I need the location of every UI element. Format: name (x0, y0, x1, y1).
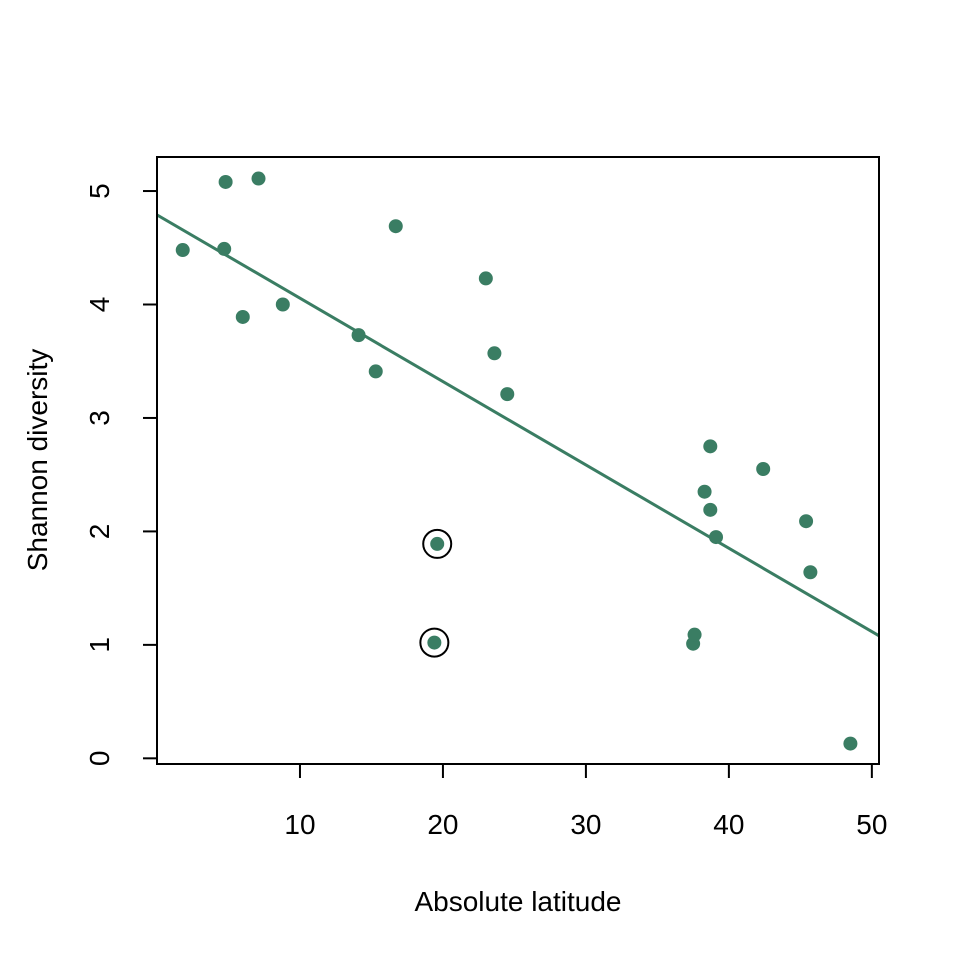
y-tick-label: 2 (84, 524, 115, 540)
y-tick-label: 1 (84, 637, 115, 653)
data-point (500, 387, 515, 402)
data-point (217, 241, 232, 256)
data-point (368, 364, 383, 379)
data-point (218, 174, 233, 189)
y-tick-label: 3 (84, 410, 115, 426)
data-point (175, 243, 190, 258)
x-tick-label: 20 (427, 809, 458, 840)
y-tick-label: 4 (84, 297, 115, 313)
highlight-ring (419, 627, 450, 658)
plot-frame (156, 156, 880, 765)
data-point (803, 565, 818, 580)
x-tick-label: 50 (856, 809, 887, 840)
x-axis: 10 20 30 40 50 (284, 763, 887, 840)
data-point (703, 439, 718, 454)
y-axis-title: Shannon diversity (22, 349, 53, 572)
x-tick-label: 10 (284, 809, 315, 840)
data-point (487, 346, 502, 361)
data-point (709, 530, 724, 545)
data-point (799, 514, 814, 529)
y-axis: 0 1 2 3 4 5 (84, 183, 158, 767)
x-tick-label: 30 (570, 809, 601, 840)
data-point (756, 462, 771, 477)
data-point (430, 536, 445, 551)
y-tick-label: 0 (84, 751, 115, 767)
data-point (697, 484, 712, 499)
data-point (251, 171, 266, 186)
data-point (843, 736, 858, 751)
regression-line (157, 213, 879, 638)
highlight-ring (422, 528, 453, 559)
data-point (687, 627, 702, 642)
data-point (275, 297, 290, 312)
data-point (478, 271, 493, 286)
data-point (703, 502, 718, 517)
data-point (427, 635, 442, 650)
y-tick-label: 5 (84, 183, 115, 199)
plot-marks (157, 171, 879, 751)
x-tick-label: 40 (713, 809, 744, 840)
x-axis-title: Absolute latitude (414, 886, 621, 917)
data-point (351, 328, 366, 343)
data-point (388, 219, 403, 234)
data-point (235, 309, 250, 324)
